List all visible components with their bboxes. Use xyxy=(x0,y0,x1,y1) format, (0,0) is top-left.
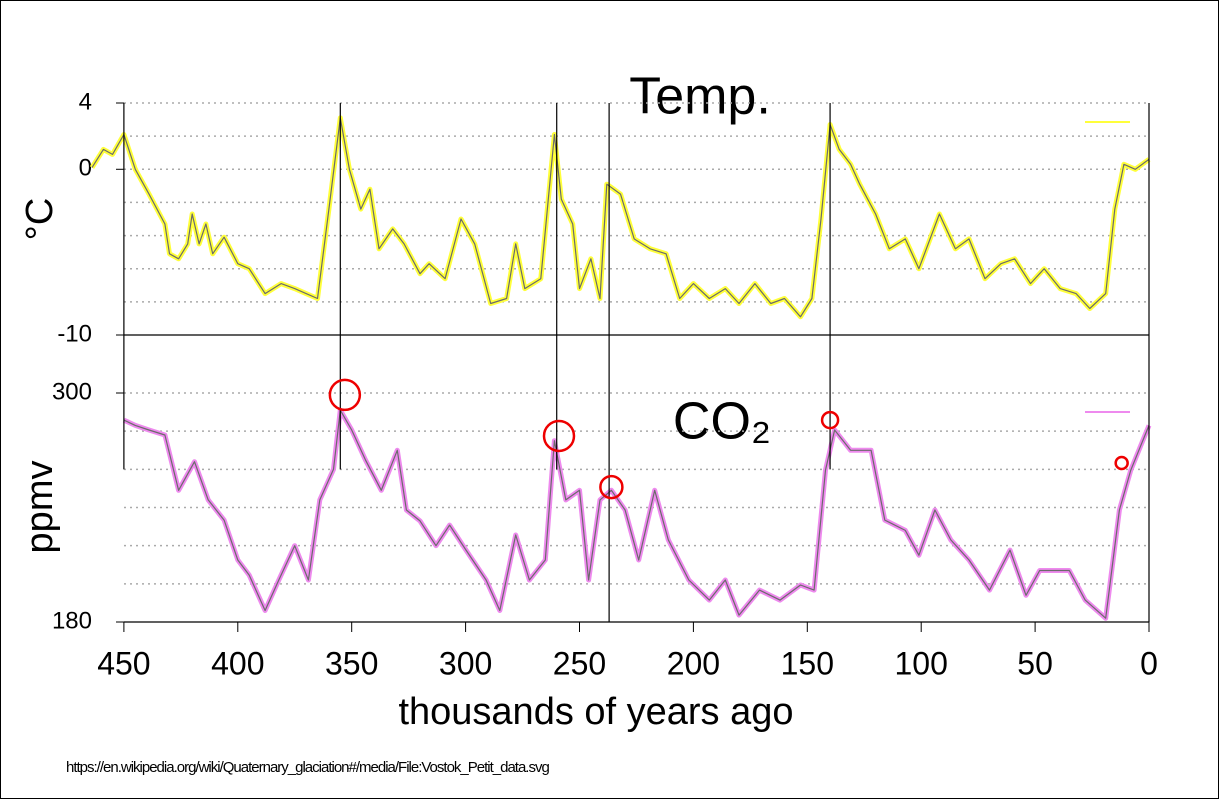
co2-title: CO₂ xyxy=(673,393,771,451)
series-line xyxy=(123,409,1150,619)
x-tick-label: 400 xyxy=(211,645,264,681)
highlight-circle xyxy=(820,410,840,430)
source-url: https://en.wikipedia.org/wiki/Quaternary… xyxy=(66,759,549,776)
series-line xyxy=(91,117,1150,318)
x-tick-label: 200 xyxy=(667,645,720,681)
highlight-circle xyxy=(328,378,362,412)
x-tick-label: 100 xyxy=(895,645,948,681)
temp-y-label: °C xyxy=(19,198,61,241)
y-tick-label: -10 xyxy=(57,320,92,347)
x-tick-label: 300 xyxy=(439,645,492,681)
y-tick-label: 300 xyxy=(52,378,92,405)
highlight-circle xyxy=(599,474,624,500)
y-tick-label: 0 xyxy=(79,155,92,182)
y-tick-label: 180 xyxy=(52,607,92,634)
x-tick-label: 450 xyxy=(97,645,150,681)
x-tick-label: 0 xyxy=(1140,645,1158,681)
co2-y-label: ppmv xyxy=(19,461,61,554)
x-tick-label: 50 xyxy=(1017,645,1053,681)
x-tick-label: 150 xyxy=(781,645,834,681)
highlight-circle xyxy=(542,419,576,453)
x-tick-label: 250 xyxy=(553,645,606,681)
x-axis-label: thousands of years ago xyxy=(398,691,793,733)
y-tick-label: 4 xyxy=(79,88,92,115)
highlight-circle xyxy=(1114,455,1129,471)
temp-title: Temp. xyxy=(629,68,771,126)
x-tick-label: 350 xyxy=(325,645,378,681)
